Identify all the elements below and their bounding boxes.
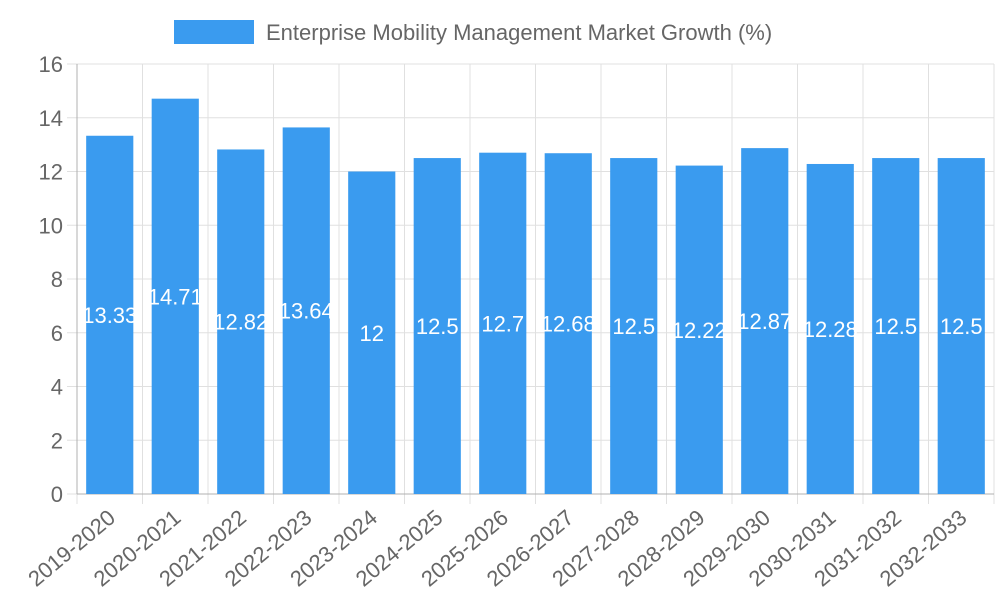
data-label: 12.5 xyxy=(874,314,917,339)
data-label: 12 xyxy=(360,321,384,346)
bar[interactable] xyxy=(413,158,461,494)
y-tick-label: 0 xyxy=(51,482,63,507)
data-labels: 13.33 14.71 12.82 13.64 12 12.5 12.7 12.68 12.5 1… xyxy=(82,284,982,345)
y-tick-label: 12 xyxy=(39,160,63,185)
data-label: 12.82 xyxy=(213,310,268,335)
bar[interactable] xyxy=(610,158,658,494)
data-label: 14.71 xyxy=(148,284,203,309)
y-tick-label: 4 xyxy=(51,375,63,400)
bar[interactable] xyxy=(675,165,723,494)
bar[interactable] xyxy=(741,148,789,494)
data-label: 12.28 xyxy=(803,317,858,342)
bar[interactable] xyxy=(282,127,330,495)
data-label: 12.87 xyxy=(737,309,792,334)
legend-swatch xyxy=(174,20,254,44)
y-tick-label: 6 xyxy=(51,321,63,346)
bar[interactable] xyxy=(86,135,134,494)
bar[interactable] xyxy=(348,171,396,495)
legend-label: Enterprise Mobility Management Market Gr… xyxy=(266,20,772,45)
y-tick-label: 10 xyxy=(39,213,63,238)
bar[interactable] xyxy=(479,152,527,494)
bar[interactable] xyxy=(151,98,199,494)
data-label: 13.33 xyxy=(82,303,137,328)
y-tick-label: 14 xyxy=(39,106,63,131)
bar[interactable] xyxy=(544,153,592,494)
bar[interactable] xyxy=(217,149,265,494)
data-label: 12.5 xyxy=(940,314,983,339)
y-tick-label: 8 xyxy=(51,267,63,292)
y-tick-label: 16 xyxy=(39,52,63,77)
data-label: 13.64 xyxy=(279,299,334,324)
data-label: 12.5 xyxy=(612,314,655,339)
data-label: 12.7 xyxy=(481,311,524,336)
bar[interactable] xyxy=(806,163,854,494)
bar[interactable] xyxy=(937,158,985,494)
x-axis-ticks: 2019-20202020-20212021-20222022-20232023… xyxy=(23,505,971,592)
y-axis-ticks: 0 2 4 6 8 10 12 14 16 xyxy=(39,52,63,507)
legend[interactable]: Enterprise Mobility Management Market Gr… xyxy=(174,20,772,45)
bar[interactable] xyxy=(872,158,920,494)
data-label: 12.5 xyxy=(416,314,459,339)
data-label: 12.22 xyxy=(672,318,727,343)
grid xyxy=(67,63,995,504)
data-label: 12.68 xyxy=(541,312,596,337)
bars xyxy=(86,98,985,495)
y-tick-label: 2 xyxy=(51,428,63,453)
